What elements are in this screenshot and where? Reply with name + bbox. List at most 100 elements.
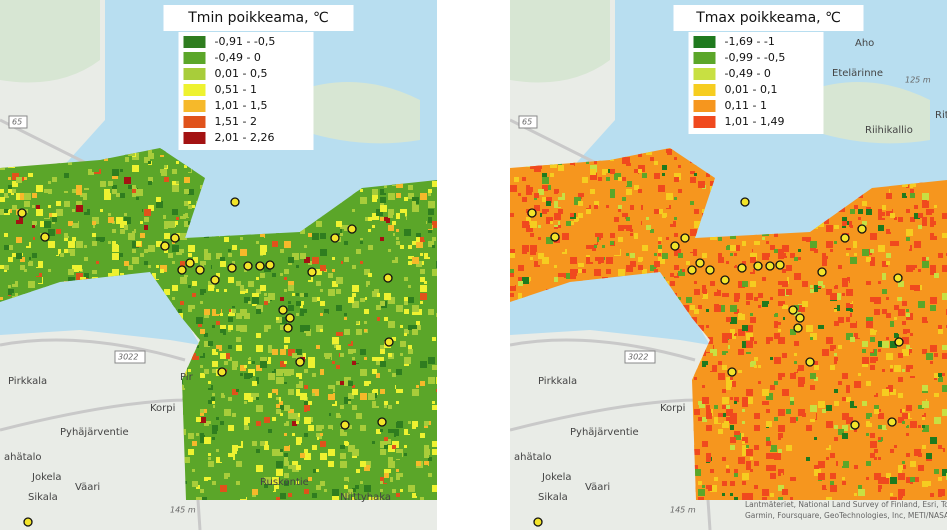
raster-cell: [292, 433, 295, 436]
raster-cell: [878, 485, 882, 489]
raster-cell: [734, 433, 741, 440]
raster-cell: [228, 253, 232, 257]
raster-cell: [364, 205, 370, 211]
raster-cell: [666, 193, 673, 200]
raster-cell: [360, 197, 367, 204]
raster-cell: [794, 341, 799, 346]
raster-cell: [256, 365, 262, 371]
raster-cell: [344, 329, 350, 335]
raster-cell: [898, 281, 904, 287]
raster-cell: [694, 309, 699, 314]
raster-cell: [360, 369, 367, 376]
raster-cell: [388, 433, 394, 439]
raster-cell: [658, 209, 663, 214]
raster-cell: [28, 173, 33, 178]
raster-cell: [922, 257, 927, 262]
raster-cell: [388, 361, 393, 366]
raster-cell: [810, 289, 814, 293]
raster-cell: [412, 449, 418, 455]
raster-cell: [172, 181, 179, 188]
raster-cell: [396, 237, 399, 240]
raster-cell: [686, 261, 690, 265]
raster-cell: [570, 273, 576, 279]
raster-cell: [400, 421, 403, 424]
raster-cell: [180, 209, 185, 214]
raster-cell: [244, 445, 249, 450]
raster-cell: [400, 221, 407, 228]
raster-cell: [710, 485, 717, 492]
raster-cell: [400, 341, 406, 347]
raster-cell: [364, 357, 367, 360]
raster-cell: [132, 257, 139, 264]
raster-cell: [228, 453, 235, 460]
raster-cell: [850, 225, 853, 228]
raster-cell: [710, 349, 717, 356]
raster-cell: [212, 429, 217, 434]
raster-cell: [400, 429, 404, 433]
raster-cell: [404, 309, 409, 314]
raster-cell: [730, 485, 734, 489]
raster-cell: [846, 289, 853, 296]
raster-cell: [870, 221, 874, 225]
raster-cell: [894, 305, 899, 310]
raster-cell: [44, 213, 49, 218]
raster-cell: [340, 261, 343, 264]
raster-cell: [534, 269, 539, 274]
raster-cell: [132, 241, 139, 248]
raster-cell: [770, 453, 776, 459]
raster-cell: [702, 457, 705, 460]
raster-cell: [726, 253, 733, 260]
raster-cell: [834, 229, 839, 234]
raster-cell: [902, 337, 909, 344]
raster-cell: [300, 333, 306, 339]
raster-cell: [922, 401, 929, 408]
raster-cell: [96, 229, 100, 233]
raster-cell: [726, 261, 729, 264]
raster-cell: [436, 377, 437, 384]
raster-cell: [388, 233, 393, 238]
raster-cell: [834, 285, 838, 289]
raster-cell: [810, 233, 815, 238]
raster-cell: [546, 165, 549, 168]
raster-cell: [730, 389, 733, 392]
raster-cell: [172, 301, 178, 307]
raster-cell: [184, 213, 189, 218]
raster-cell: [906, 449, 913, 456]
raster-cell: [284, 405, 290, 411]
raster-cell: [124, 169, 127, 172]
raster-cell: [746, 449, 753, 456]
raster-cell: [52, 177, 57, 182]
raster-cell: [360, 297, 365, 302]
raster-cell: [910, 285, 915, 290]
raster-cell: [754, 245, 761, 252]
raster-cell: [710, 281, 715, 286]
raster-cell: [894, 241, 899, 246]
raster-cell: [324, 385, 327, 388]
raster-cell: [838, 265, 842, 269]
raster-cell: [256, 405, 263, 412]
raster-cell: [778, 453, 781, 456]
raster-cell: [320, 233, 326, 239]
raster-cell: [722, 421, 729, 428]
raster-cell: [778, 389, 782, 393]
raster-cell: [228, 325, 233, 330]
raster-cell: [714, 405, 718, 409]
raster-cell: [324, 281, 330, 287]
raster-cell: [388, 353, 392, 357]
raster-cell: [216, 289, 219, 292]
raster-cell: [882, 477, 889, 484]
raster-cell: [428, 225, 432, 229]
raster-cell: [264, 293, 267, 296]
raster-cell: [416, 321, 420, 325]
raster-cell: [722, 313, 728, 319]
raster-cell: [296, 337, 300, 341]
raster-cell: [690, 305, 695, 310]
raster-cell: [308, 401, 312, 405]
raster-cell: [308, 357, 315, 364]
raster-cell: [514, 245, 517, 248]
raster-cell: [886, 229, 891, 234]
raster-cell: [702, 349, 709, 356]
raster-cell: [810, 341, 817, 348]
raster-cell: [172, 185, 179, 192]
raster-cell: [184, 457, 190, 463]
